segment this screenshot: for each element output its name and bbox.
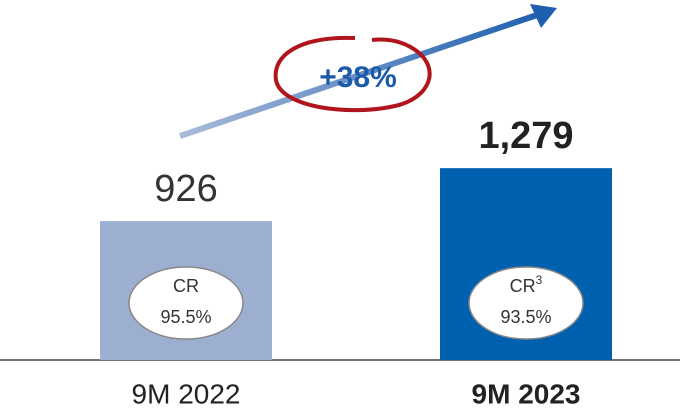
ratio-value: 93.5% — [500, 307, 551, 327]
value-label: 1,279 — [478, 115, 573, 157]
footnote-marker: 3 — [536, 273, 543, 287]
arrow-head — [530, 4, 557, 28]
growth-label: +38% — [319, 61, 397, 94]
ratio-label: CR3 — [510, 273, 543, 296]
highlight-circle — [273, 35, 432, 113]
ratio-label: CR — [173, 276, 199, 296]
ratio-name: CR — [173, 276, 199, 296]
ratio-bubble — [468, 266, 584, 340]
ratio-value: 95.5% — [160, 307, 211, 327]
ratio-bubble — [128, 266, 244, 340]
ratio-name: CR — [510, 276, 536, 296]
x-tick-label: 9M 2023 — [472, 378, 581, 409]
value-label: 926 — [154, 168, 217, 210]
growth-arrow — [179, 11, 541, 139]
x-tick-label: 9M 2022 — [132, 378, 241, 409]
